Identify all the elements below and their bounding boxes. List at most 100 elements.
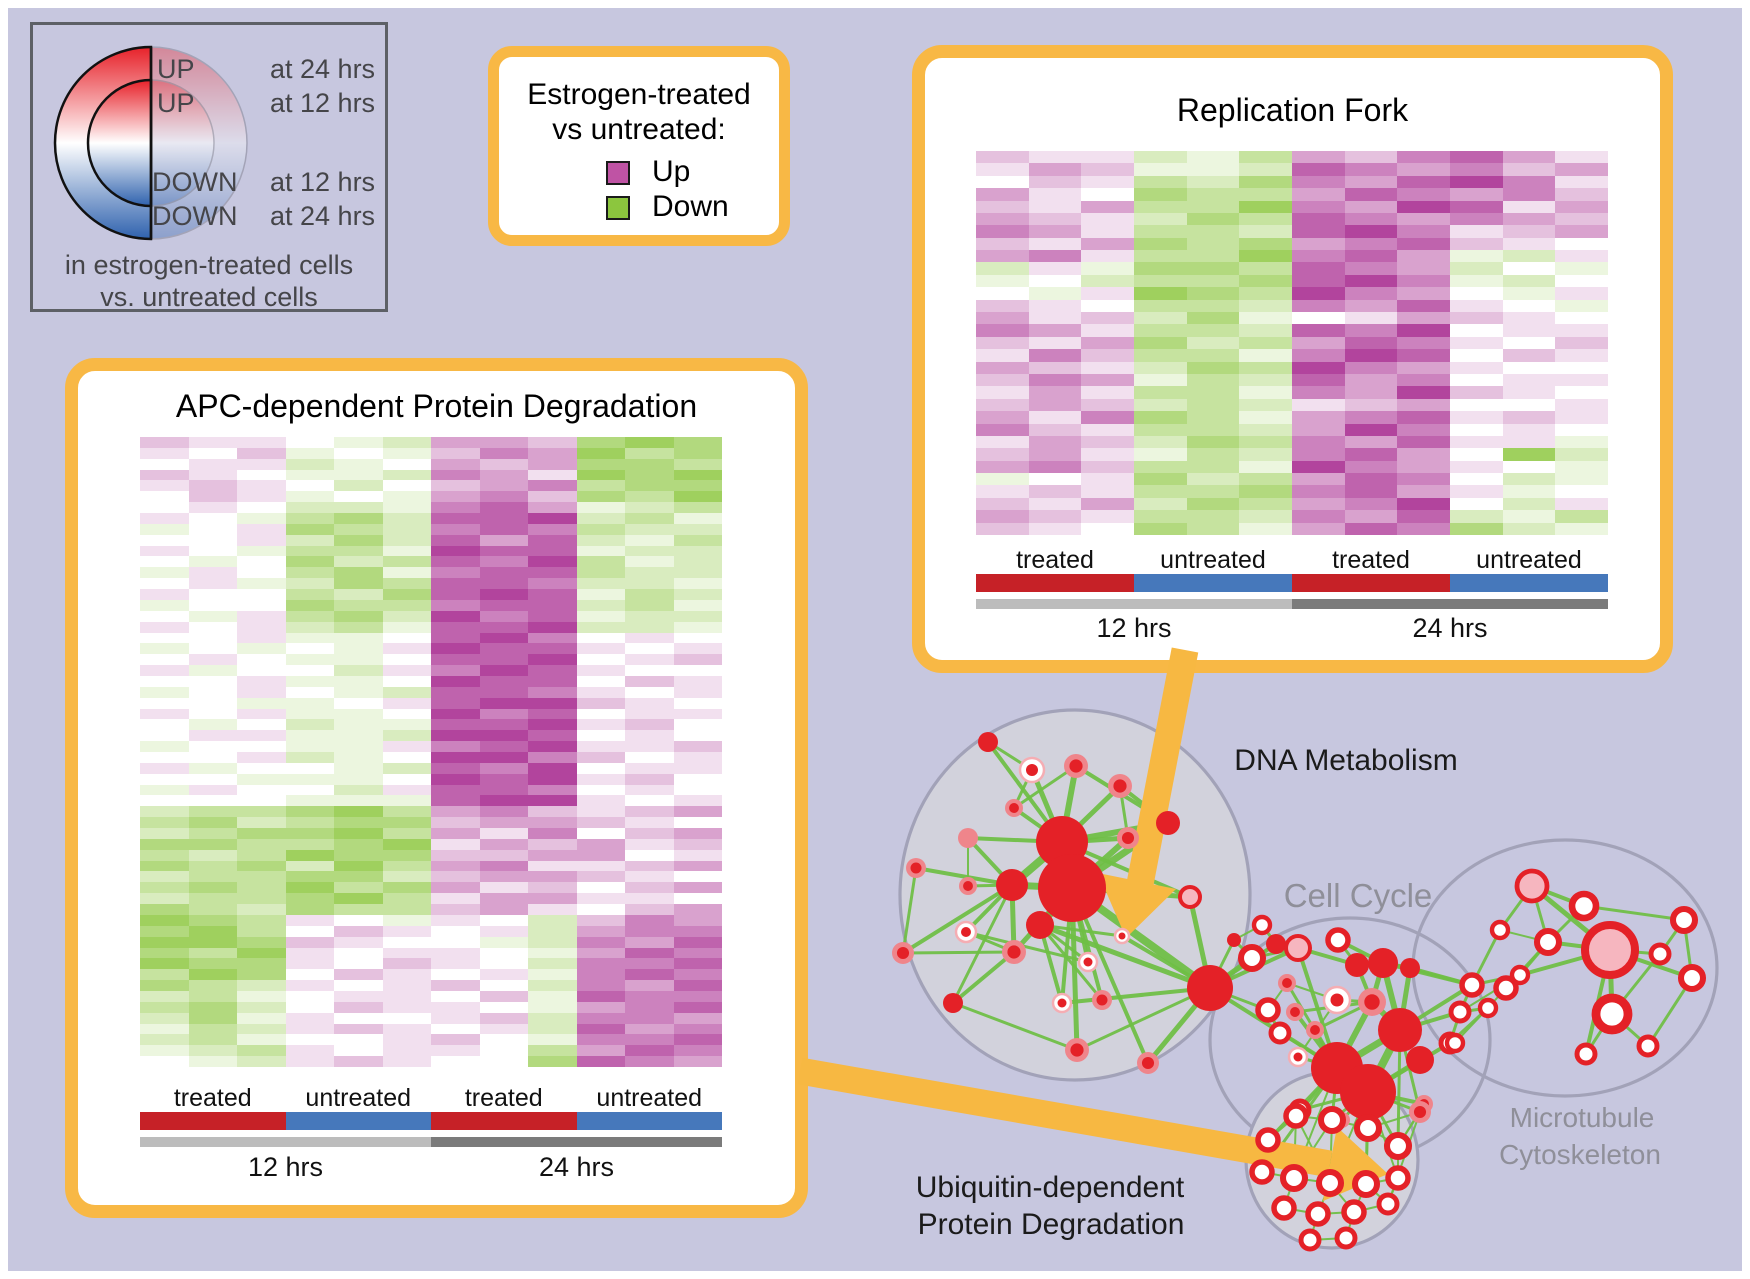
heatmap-cell — [673, 556, 722, 568]
heatmap-cell — [1028, 485, 1082, 498]
heatmap-cell — [140, 1056, 189, 1067]
heatmap-cell — [1292, 250, 1345, 263]
heatmap-cell — [285, 980, 334, 991]
heatmap-cell — [285, 882, 334, 894]
heatmap-cell — [334, 458, 383, 470]
heatmap-cell — [528, 860, 577, 872]
heatmap-cell — [976, 324, 1029, 337]
heatmap-cell — [1397, 299, 1450, 313]
heatmap-cell — [673, 828, 722, 839]
heatmap-cell — [431, 893, 480, 905]
heatmap-cell — [528, 523, 577, 535]
heatmap-cell — [1028, 411, 1082, 424]
heatmap-cell — [1450, 237, 1503, 251]
heatmap-cell — [576, 491, 625, 503]
heatmap-cell — [334, 762, 383, 774]
heatmap-cell — [673, 643, 722, 655]
heatmap-cell — [1134, 225, 1187, 238]
heatmap-cell — [431, 545, 480, 557]
heatmap-cell — [334, 719, 383, 731]
heatmap-cell — [237, 969, 286, 981]
heatmap-cell — [1555, 225, 1608, 238]
heatmap-cell — [140, 860, 189, 872]
heatmap-cell — [625, 610, 674, 622]
heatmap-cell — [334, 828, 383, 839]
heatmap-cell — [237, 1001, 286, 1013]
heatmap-cell — [285, 860, 334, 872]
heatmap-cell — [1134, 349, 1187, 362]
heatmap-cell — [1450, 423, 1503, 436]
heatmap-cell — [625, 675, 674, 687]
heatmap-cell — [1450, 411, 1503, 424]
heatmap-cell — [1134, 386, 1187, 399]
heatmap-cell — [237, 1034, 286, 1046]
heatmap-cell — [1134, 250, 1187, 263]
heatmap-cell — [431, 578, 480, 590]
heatmap-cell — [673, 1001, 722, 1013]
heatmap-cell — [285, 969, 334, 981]
heatmap-cell — [576, 1012, 625, 1024]
heatmap-cell — [334, 665, 383, 676]
heatmap-cell — [237, 828, 286, 839]
heatmap-cell — [1081, 336, 1134, 350]
heatmap-cell — [1555, 163, 1608, 176]
heatmap-cell — [576, 762, 625, 774]
rf-group-bars — [976, 574, 1608, 592]
heatmap-cell — [1081, 373, 1134, 387]
condition-bar — [1450, 574, 1608, 592]
heatmap-cell — [1502, 510, 1556, 523]
heatmap-cell — [188, 502, 237, 514]
heatmap-cell — [334, 567, 383, 579]
heatmap-cell — [976, 163, 1029, 176]
heatmap-cell — [1397, 510, 1450, 523]
heatmap-cell — [576, 893, 625, 905]
heatmap-cell — [1344, 448, 1398, 461]
heatmap-cell — [334, 556, 383, 568]
heatmap-cell — [576, 990, 625, 1002]
heatmap-cell — [625, 491, 674, 503]
heatmap-cell — [285, 491, 334, 503]
heatmap-cell — [673, 599, 722, 611]
heatmap-cell — [431, 730, 480, 742]
heatmap-cell — [1081, 448, 1134, 461]
heatmap-cell — [188, 914, 237, 926]
heatmap-cell — [285, 1034, 334, 1046]
heatmap-cell — [479, 697, 528, 709]
heatmap-cell — [1081, 250, 1134, 263]
heatmap-cell — [1028, 510, 1082, 523]
heatmap-cell — [1186, 200, 1240, 213]
heatmap-cell — [431, 947, 480, 959]
heatmap-cell — [334, 990, 383, 1002]
heatmap-cell — [528, 980, 577, 991]
heatmap-cell — [431, 469, 480, 481]
heatmap-cell — [285, 1012, 334, 1024]
heatmap-cell — [431, 513, 480, 524]
heatmap-cell — [976, 312, 1029, 325]
heatmap-cell — [479, 990, 528, 1002]
heatmap-cell — [1502, 274, 1556, 288]
heatmap-cell — [625, 980, 674, 991]
heatmap-cell — [1134, 411, 1187, 424]
heatmap-cell — [1081, 225, 1134, 238]
heatmap-cell — [140, 741, 189, 752]
heatmap-cell — [1292, 522, 1345, 535]
heatmap-cell — [382, 610, 431, 622]
heatmap-cell — [1239, 225, 1292, 238]
heatmap-cell — [576, 502, 625, 514]
heatmap-cell — [334, 632, 383, 644]
heatmap-cell — [576, 882, 625, 894]
replication-fork-title: Replication Fork — [1176, 92, 1409, 128]
heatmap-cell — [237, 534, 286, 546]
heatmap-cell — [528, 665, 577, 676]
heatmap-cell — [188, 752, 237, 763]
heatmap-cell — [576, 578, 625, 590]
heatmap-cell — [188, 556, 237, 568]
heatmap-cell — [576, 447, 625, 459]
heatmap-cell — [382, 893, 431, 905]
heatmap-cell — [285, 990, 334, 1002]
heatmap-cell — [285, 708, 334, 720]
heatmap-cell — [1344, 411, 1398, 424]
heatmap-cell — [479, 741, 528, 752]
heatmap-cell — [1028, 373, 1082, 387]
heatmap-cell — [1555, 312, 1608, 325]
